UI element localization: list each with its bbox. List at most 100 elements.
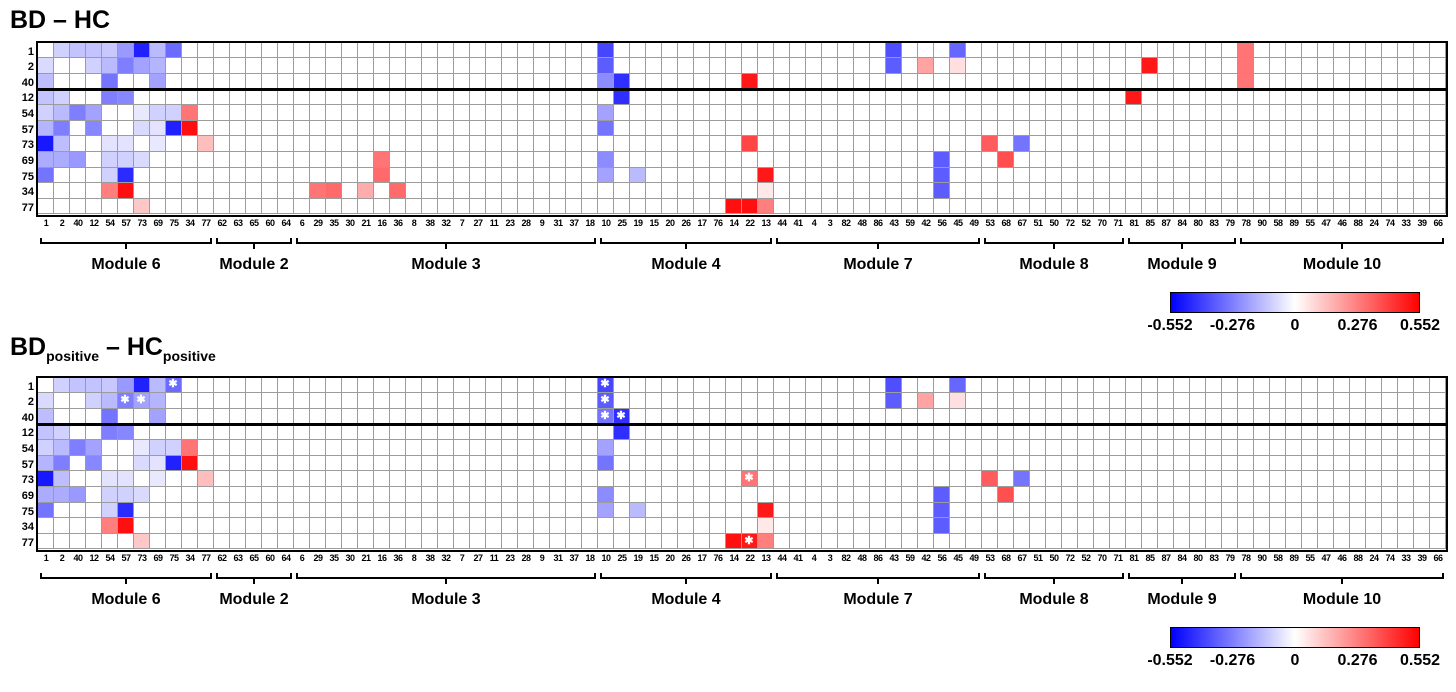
heatmap-cell (1093, 424, 1110, 440)
heatmap-cell (1077, 377, 1094, 394)
heatmap-cell (37, 518, 54, 534)
module-bracket-tick (877, 244, 879, 249)
heatmap-cell (1045, 136, 1062, 152)
heatmap-cell (469, 440, 486, 456)
heatmap-cell (1157, 58, 1174, 74)
heatmap-cell (1253, 105, 1270, 121)
heatmap-cell (581, 518, 598, 534)
heatmap-cell (213, 151, 230, 168)
heatmap-cell (581, 455, 598, 472)
heatmap-cell (645, 455, 662, 472)
heatmap-cell (325, 486, 342, 503)
heatmap-cell (901, 455, 918, 472)
heatmap-cell (261, 183, 278, 199)
heatmap-cell (229, 455, 246, 472)
module-bracket (776, 573, 980, 579)
heatmap-cell (837, 518, 854, 534)
heatmap-cell (53, 393, 70, 409)
heatmap-cell (517, 58, 534, 74)
heatmap-cell (69, 58, 86, 74)
heatmap-cell (277, 167, 294, 184)
heatmap-cell (1317, 42, 1334, 59)
heatmap-cell (229, 73, 246, 90)
heatmap-cell (261, 408, 278, 425)
heatmap-cell (933, 440, 950, 456)
heatmap-cell (1317, 533, 1334, 550)
module-label: Module 4 (651, 256, 721, 273)
heatmap-cell (837, 73, 854, 90)
heatmap-cell-value (53, 42, 70, 59)
heatmap-cell (1333, 455, 1350, 472)
heatmap-cell (421, 533, 438, 550)
column-label: 11 (489, 553, 499, 563)
heatmap-cell-value (53, 486, 70, 503)
heatmap-cell (629, 105, 646, 121)
heatmap-cell (1045, 89, 1062, 105)
heatmap-cell (245, 471, 262, 487)
heatmap-cell (293, 58, 310, 74)
heatmap-cell (693, 471, 710, 487)
heatmap-cell (901, 377, 918, 394)
heatmap-cell (277, 440, 294, 456)
heatmap-cell-value (757, 167, 774, 184)
heatmap-cell (1013, 89, 1030, 105)
heatmap-cell-value (597, 42, 614, 59)
title-subscript: positive (46, 348, 100, 364)
heatmap-cell (725, 471, 742, 487)
heatmap-cell (997, 502, 1014, 519)
heatmap-cell-value (949, 377, 966, 394)
heatmap-cell (309, 455, 326, 472)
heatmap-cell (293, 471, 310, 487)
heatmap-cell (213, 120, 230, 137)
heatmap-cell (709, 58, 726, 74)
heatmap-cell (501, 518, 518, 534)
heatmap-cell (1317, 471, 1334, 487)
heatmap-cell (437, 151, 454, 168)
heatmap-cell (677, 424, 694, 440)
heatmap-cell (1285, 471, 1302, 487)
heatmap-cell (1429, 58, 1446, 74)
heatmap-cell (341, 58, 358, 74)
heatmap-cell (453, 471, 470, 487)
heatmap-cell (917, 120, 934, 137)
heatmap-cell (277, 393, 294, 409)
heatmap-cell (805, 486, 822, 503)
heatmap-cell (1013, 198, 1030, 215)
heatmap-cell (1349, 151, 1366, 168)
heatmap-cell-value (149, 136, 166, 152)
heatmap-cell-value (165, 120, 182, 137)
heatmap-cell (533, 167, 550, 184)
column-label: 15 (649, 218, 659, 228)
heatmap-cell (837, 58, 854, 74)
heatmap-cell (533, 42, 550, 59)
heatmap-cell (1269, 502, 1286, 519)
heatmap-cell (117, 105, 134, 121)
heatmap-cell (405, 89, 422, 105)
heatmap-cell (693, 502, 710, 519)
heatmap-cell (1365, 198, 1382, 215)
heatmap-cell (629, 518, 646, 534)
heatmap-cell (661, 408, 678, 425)
heatmap-cell (613, 377, 630, 394)
heatmap-cell (581, 377, 598, 394)
heatmap-cell (597, 471, 614, 487)
heatmap-cell (437, 89, 454, 105)
heatmap-cell (1157, 502, 1174, 519)
heatmap-cell (1173, 440, 1190, 456)
heatmap-cell (1061, 73, 1078, 90)
heatmap-cell (421, 58, 438, 74)
heatmap-cell (1365, 533, 1382, 550)
heatmap-cell (549, 167, 566, 184)
heatmap-cell-value (629, 502, 646, 519)
heatmap-cell (1285, 89, 1302, 105)
heatmap-cell (165, 183, 182, 199)
heatmap-cell (869, 183, 886, 199)
heatmap-cell (197, 502, 214, 519)
column-label: 10 (601, 553, 611, 563)
heatmap-cell (1301, 167, 1318, 184)
heatmap-cell (1157, 183, 1174, 199)
module-bracket (984, 238, 1124, 244)
heatmap-cell (1333, 440, 1350, 456)
heatmap-cell (901, 518, 918, 534)
heatmap-cell-starred: ✱ (117, 393, 134, 409)
